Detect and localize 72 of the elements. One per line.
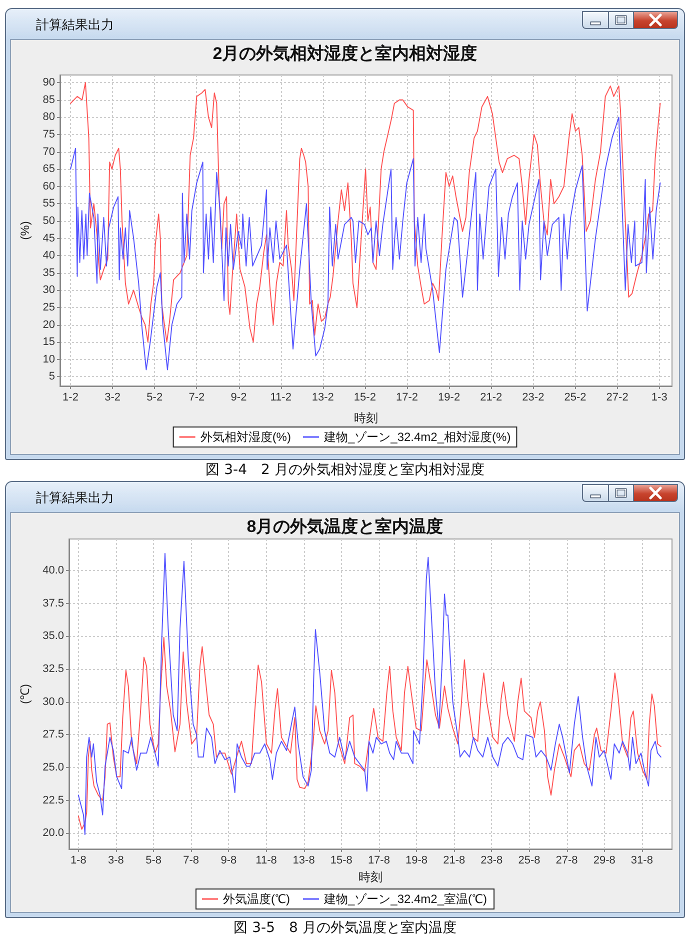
x-tick-label: 1-2 — [62, 392, 78, 404]
x-tick-label: 11-8 — [256, 854, 277, 866]
x-tick-label: 31-8 — [630, 854, 653, 866]
x-axis-title: 時刻 — [354, 411, 378, 425]
x-tick-label: 5-8 — [146, 854, 162, 866]
x-tick-label: 27-8 — [556, 854, 578, 866]
y-tick-label: 60 — [42, 180, 55, 192]
y-tick-label: 25 — [42, 301, 55, 314]
y-tick-label: 30 — [42, 284, 55, 296]
y-tick-label: 40.0 — [42, 564, 64, 577]
y-tick-label: 25.0 — [42, 762, 64, 774]
y-tick-label: 32.5 — [42, 663, 64, 676]
x-tick-label: 9-8 — [220, 854, 237, 866]
x-tick-label: 25-8 — [518, 854, 540, 866]
y-tick-label: 15 — [42, 336, 55, 348]
y-tick-label: 50 — [42, 214, 55, 227]
x-tick-label: 21-2 — [480, 392, 502, 404]
y-tick-label: 65 — [42, 163, 55, 176]
x-tick-label: 15-2 — [354, 392, 376, 404]
x-tick-label: 17-2 — [396, 392, 418, 404]
x-tick-label: 19-8 — [406, 854, 428, 866]
x-tick-label: 11-2 — [270, 392, 292, 404]
caption: 図 3-5 8 月の外気温度と室内温度 — [232, 919, 458, 937]
y-tick-label: 85 — [42, 94, 55, 106]
x-tick-label: 23-8 — [480, 854, 503, 866]
x-axis-title: 時刻 — [358, 870, 382, 884]
x-tick-label: 7-2 — [188, 392, 205, 404]
x-tick-label: 21-8 — [443, 854, 466, 866]
x-tick-label: 1-8 — [70, 854, 86, 866]
x-tick-label: 15-8 — [330, 854, 352, 866]
x-tick-label: 23-2 — [522, 392, 544, 404]
y-tick-label: 35 — [42, 266, 55, 279]
x-tick-label: 19-2 — [438, 392, 460, 404]
x-tick-label: 7-8 — [183, 854, 200, 866]
y-tick-label: 37.5 — [42, 597, 64, 610]
legend-label: 建物_ゾーン_32.4m2_室温(℃) — [322, 892, 488, 906]
legend-label: 外気温度(℃) — [222, 892, 290, 906]
y-axis-title: (%) — [18, 221, 32, 240]
y-tick-label: 45 — [42, 232, 55, 244]
y-tick-label: 5 — [48, 370, 55, 383]
y-tick-label: 70 — [42, 146, 55, 158]
y-tick-label: 90 — [42, 76, 55, 89]
caption: 図 3-4 2 月の外気相対湿度と室内相対湿度 — [204, 461, 486, 479]
y-tick-label: 80 — [42, 111, 55, 124]
x-tick-label: 1-3 — [651, 392, 668, 404]
text: 計算結果出力 — [36, 490, 114, 507]
x-tick-label: 13-2 — [312, 392, 334, 404]
y-tick-label: 75 — [42, 128, 55, 140]
x-tick-label: 5-2 — [146, 392, 163, 404]
y-tick-label: 20.0 — [42, 827, 64, 840]
x-tick-label: 25-2 — [564, 392, 586, 404]
y-tick-label: 27.5 — [42, 728, 64, 741]
y-tick-label: 40 — [42, 250, 55, 262]
y-tick-label: 35.0 — [42, 630, 64, 642]
x-tick-label: 3-2 — [104, 392, 121, 404]
y-tick-label: 22.5 — [42, 794, 64, 806]
x-tick-label: 17-8 — [368, 854, 390, 866]
y-tick-label: 55 — [42, 198, 55, 210]
y-axis-title: (℃) — [18, 684, 32, 704]
y-tick-label: 10 — [42, 353, 55, 366]
legend-label: 建物_ゾーン_32.4m2_相対湿度(%) — [322, 430, 511, 444]
legend-label: 外気相対湿度(%) — [200, 430, 291, 444]
x-tick-label: 29-8 — [593, 854, 616, 866]
x-tick-label: 13-8 — [292, 854, 315, 866]
chart-title: 2月の外気相対湿度と室内相対湿度 — [212, 44, 478, 63]
x-tick-label: 27-2 — [606, 392, 628, 404]
x-tick-label: 9-2 — [230, 392, 247, 404]
text: 計算結果出力 — [36, 17, 114, 34]
y-tick-label: 20 — [42, 318, 55, 331]
y-tick-label: 30.0 — [42, 696, 64, 708]
x-tick-label: 3-8 — [108, 854, 124, 866]
chart-title: 8月の外気温度と室内温度 — [246, 517, 444, 536]
